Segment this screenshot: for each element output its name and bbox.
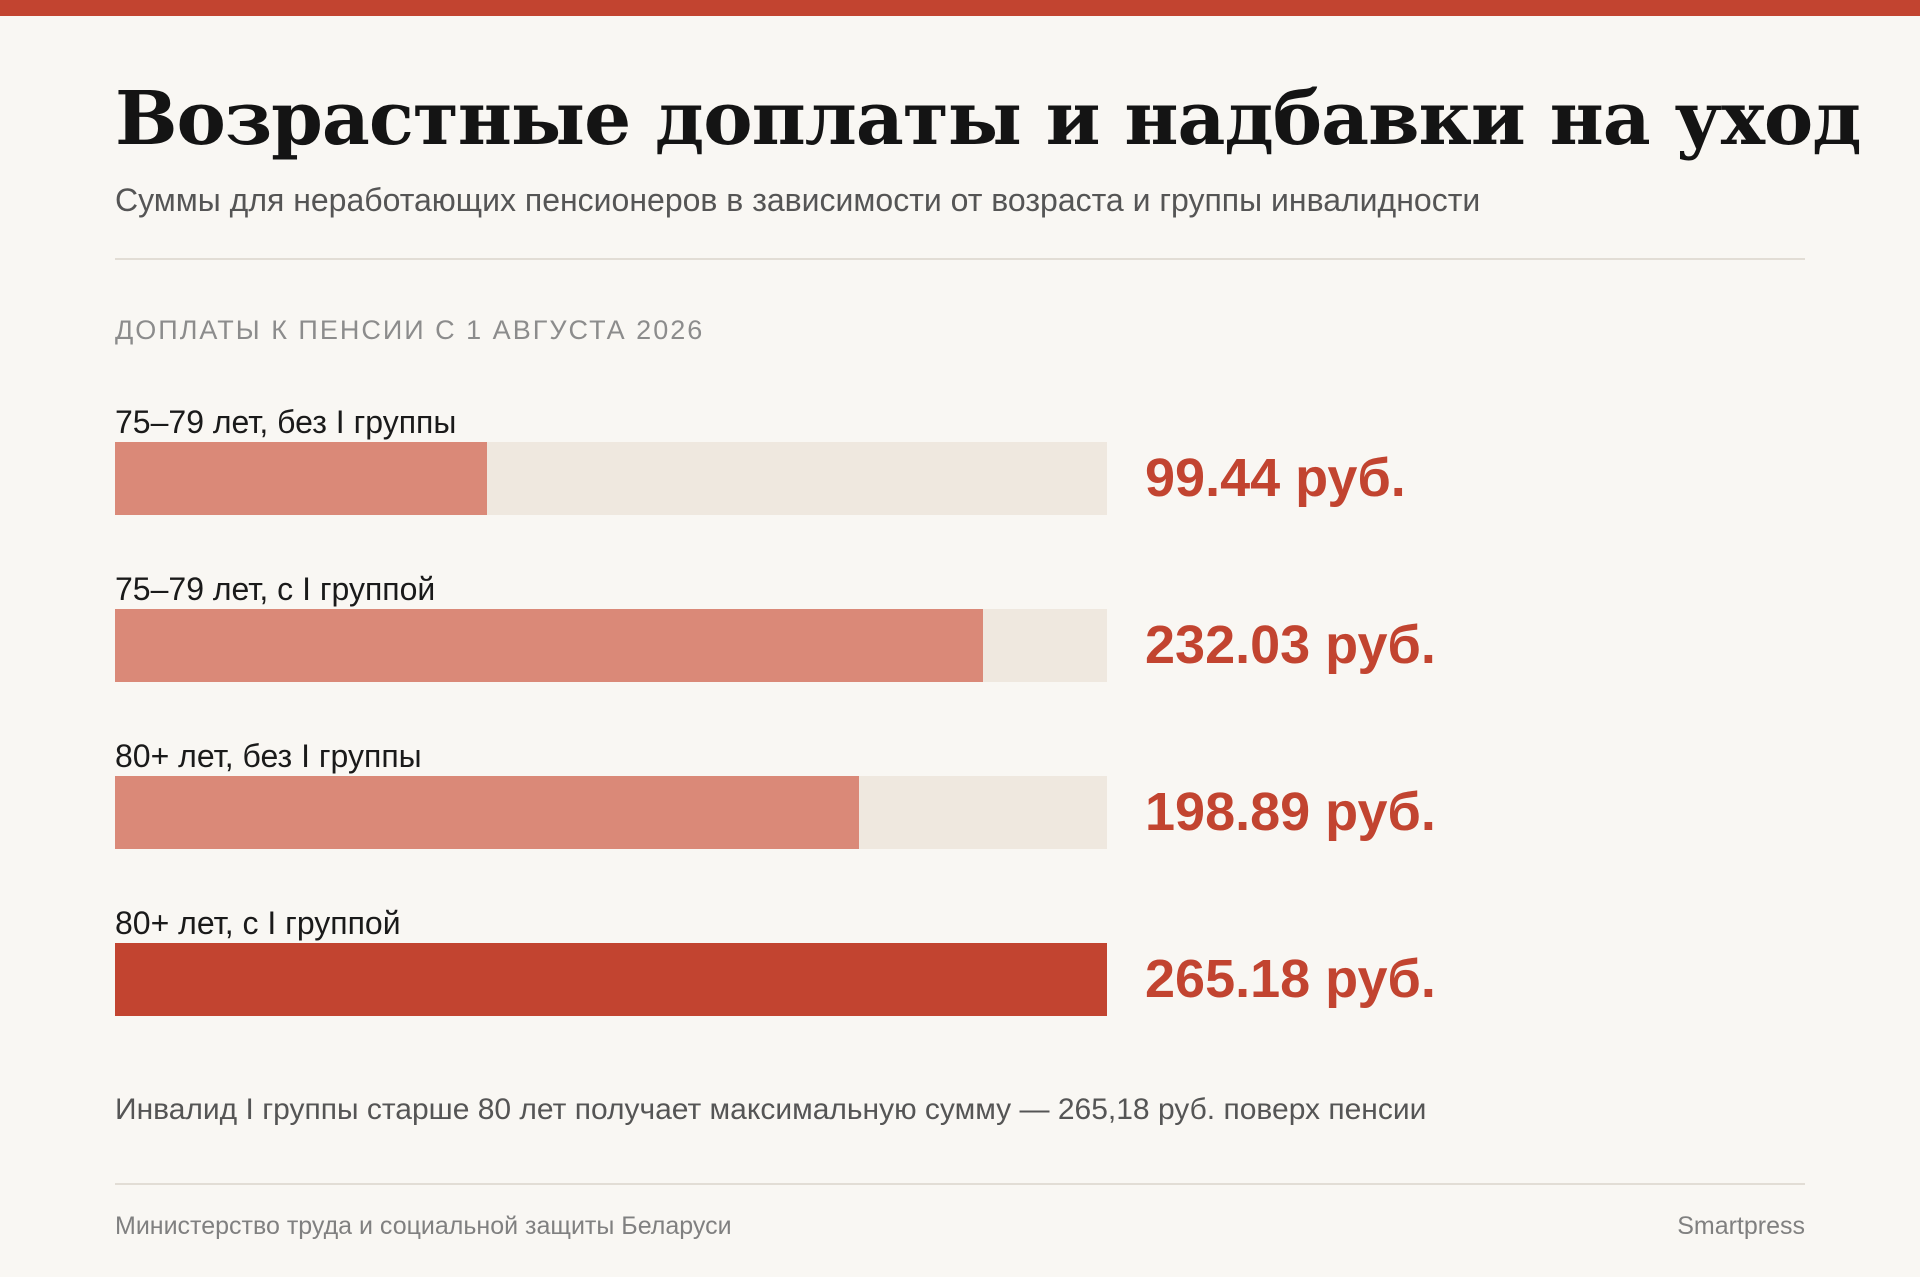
bar-value-label: 232.03 руб. [1145,615,1436,675]
bar-category-label: 75–79 лет, без I группы [115,404,457,440]
bar-value-label: 198.89 руб. [1145,782,1436,842]
divider-top [115,258,1805,260]
bar-category-label: 80+ лет, с I группой [115,905,401,941]
bar-value-label: 265.18 руб. [1145,949,1436,1009]
bar-track [115,442,1107,515]
footnote: Инвалид I группы старше 80 лет получает … [115,1093,1427,1126]
page-subtitle: Суммы для неработающих пенсионеров в зав… [115,182,1481,218]
bar-row: 80+ лет, с I группой 265.18 руб. [115,903,1805,1043]
bar [115,776,859,849]
bar-row: 75–79 лет, с I группой 232.03 руб. [115,569,1805,709]
bar-value-label: 99.44 руб. [1145,448,1406,508]
bar [115,943,1107,1016]
bar [115,442,487,515]
source-credit: Министерство труда и социальной защиты Б… [115,1212,732,1240]
brand-credit: Smartpress [1677,1212,1805,1240]
page-title: Возрастные доплаты и надбавки на уход [115,76,1862,162]
bar-row: 75–79 лет, без I группы 99.44 руб. [115,402,1805,542]
bar-row: 80+ лет, без I группы 198.89 руб. [115,736,1805,876]
bar-category-label: 75–79 лет, с I группой [115,571,436,607]
bar-track [115,943,1107,1016]
bar-track [115,609,1107,682]
bar [115,609,983,682]
bar-track [115,776,1107,849]
section-label: ДОПЛАТЫ К ПЕНСИИ С 1 АВГУСТА 2026 [115,315,705,345]
top-accent-stripe [0,0,1920,16]
divider-bottom [115,1183,1805,1185]
bar-category-label: 80+ лет, без I группы [115,738,422,774]
